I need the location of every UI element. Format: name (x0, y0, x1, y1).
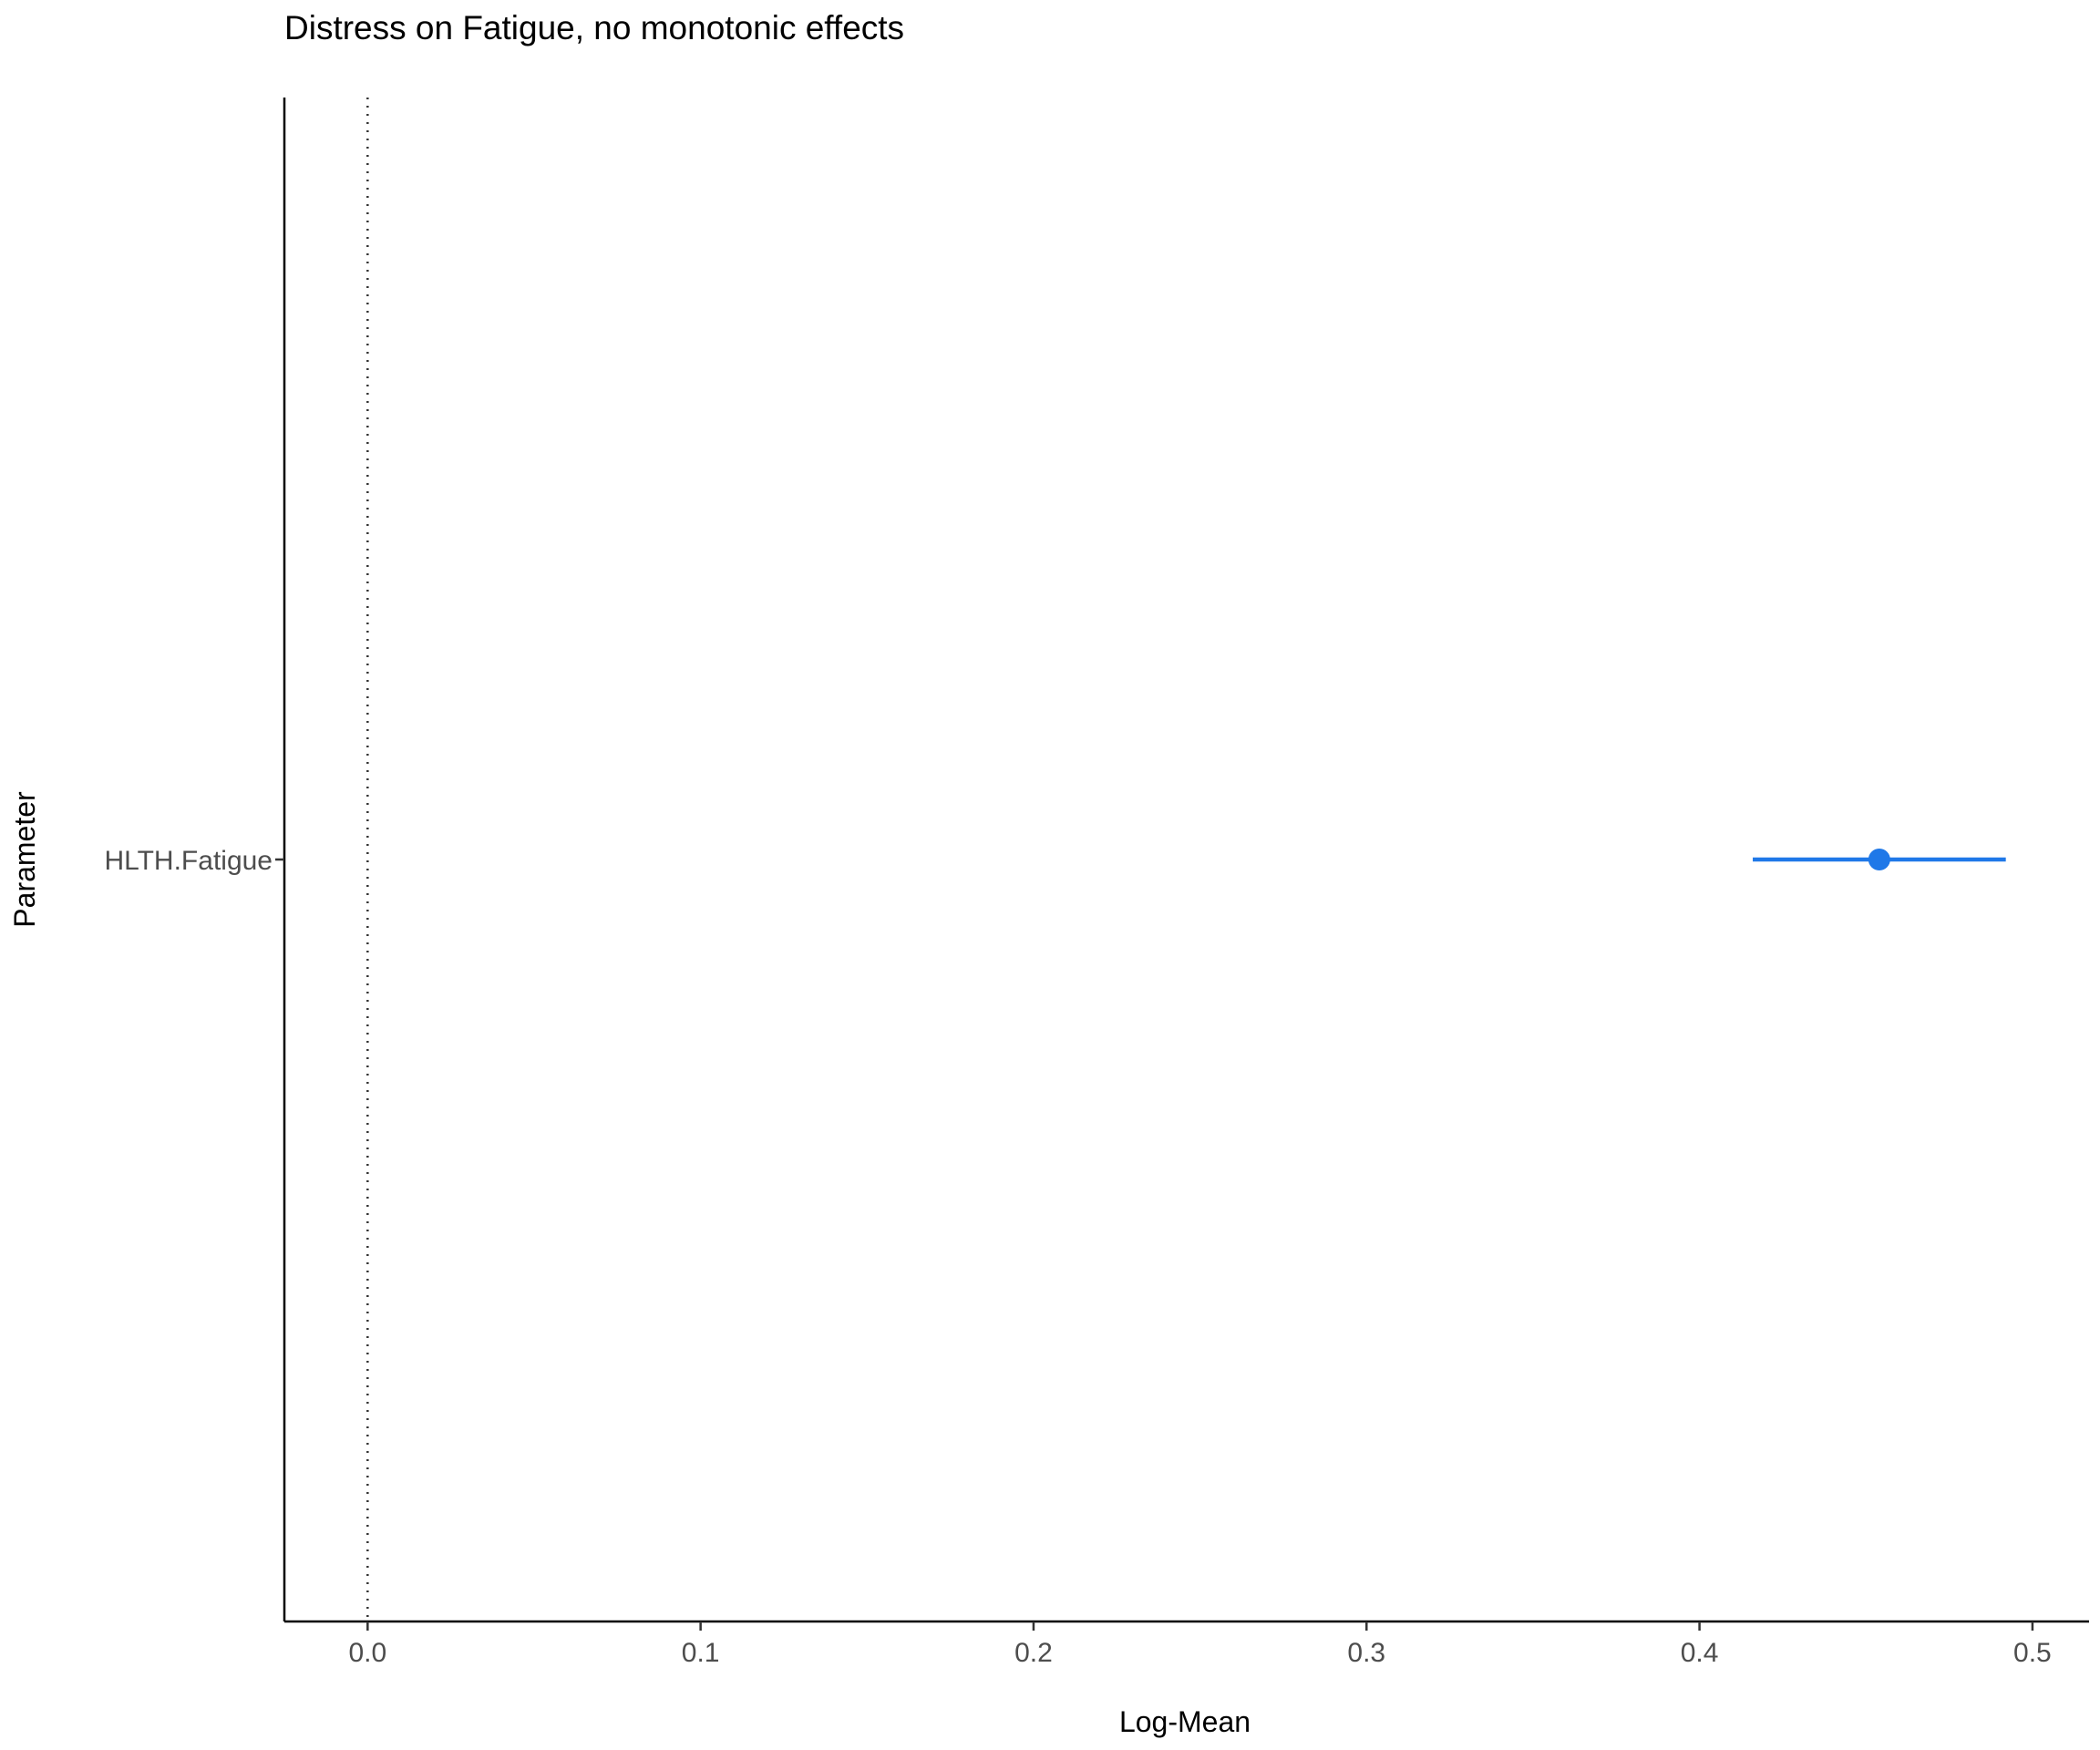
x-axis-title: Log-Mean (1119, 1705, 1251, 1738)
chart-title: Distress on Fatigue, no monotonic effect… (284, 9, 904, 46)
x-tick-label: 0.1 (682, 1638, 720, 1668)
x-tick-label: 0.5 (2013, 1638, 2052, 1668)
point-estimate (1868, 849, 1890, 870)
x-tick-label: 0.4 (1681, 1638, 1719, 1668)
x-tick-label: 0.2 (1014, 1638, 1053, 1668)
x-tick-label: 0.0 (348, 1638, 386, 1668)
y-axis-title: Parameter (8, 791, 41, 928)
x-tick-label: 0.3 (1347, 1638, 1385, 1668)
y-axis-ticks: HLTH.Fatigue (104, 846, 284, 876)
x-axis-ticks: 0.0 0.1 0.2 0.3 0.4 0.5 (348, 1621, 2052, 1668)
y-tick-label: HLTH.Fatigue (104, 846, 273, 876)
data-marks (1753, 849, 2006, 870)
